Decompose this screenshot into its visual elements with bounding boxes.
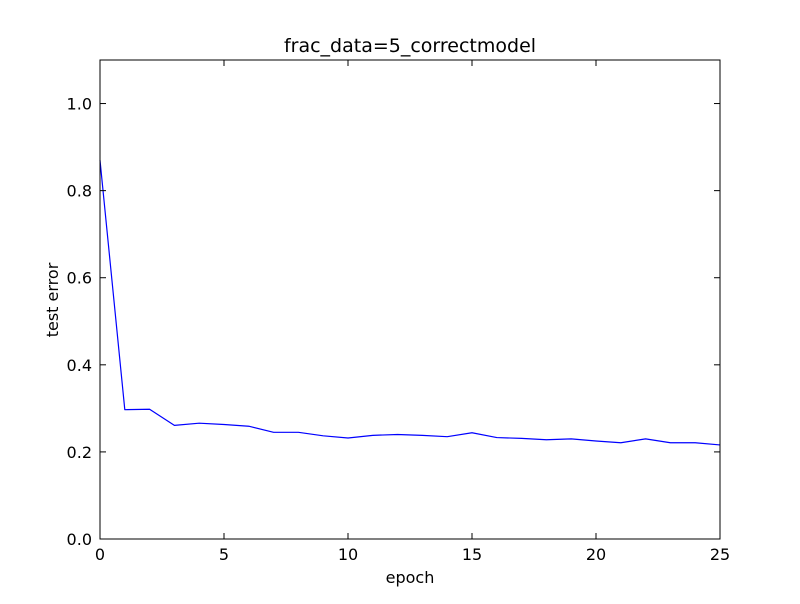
x-tick-label: 15 <box>462 545 482 564</box>
y-tick-label: 1.0 <box>67 95 92 114</box>
ticks-layer: 0 5 10 15 20 25 0.0 0.2 0.4 0.6 0.8 1.0 <box>67 60 730 564</box>
y-tick-label: 0.2 <box>67 443 92 462</box>
y-tick-label: 0.8 <box>67 182 92 201</box>
x-tick-label: 0 <box>95 545 105 564</box>
x-tick-label: 5 <box>219 545 229 564</box>
x-axis-label: epoch <box>386 568 435 587</box>
y-axis-label: test error <box>43 262 62 337</box>
x-tick-label: 20 <box>586 545 606 564</box>
y-tick-label: 0.6 <box>67 269 92 288</box>
x-tick-label: 25 <box>710 545 730 564</box>
chart-title: frac_data=5_correctmodel <box>284 35 536 57</box>
series-line-test-error <box>99 160 721 446</box>
plot-area <box>100 60 720 539</box>
y-tick-label: 0.4 <box>67 356 92 375</box>
y-tick-label: 0.0 <box>67 530 92 549</box>
x-tick-label: 10 <box>338 545 358 564</box>
plot-frame <box>99 59 721 540</box>
series-layer <box>99 160 721 446</box>
